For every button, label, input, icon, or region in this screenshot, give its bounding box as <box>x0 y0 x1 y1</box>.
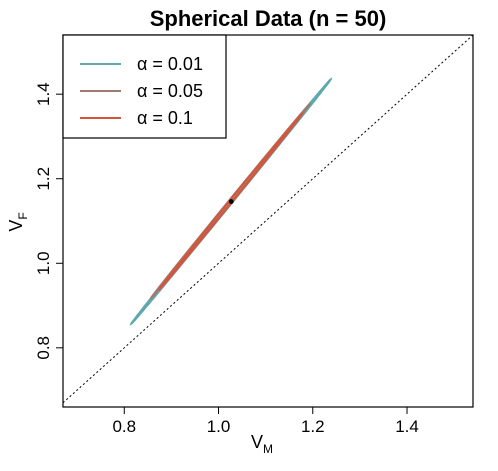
legend-label-2: α = 0.1 <box>137 108 193 128</box>
plot-frame <box>62 34 474 408</box>
legend-box <box>62 34 227 139</box>
y-tick-label-1: 1.0 <box>34 251 53 275</box>
legend-label-0: α = 0.01 <box>137 54 203 74</box>
y-tick-label-0: 0.8 <box>34 336 53 360</box>
y-tick-label-3: 1.4 <box>34 82 53 106</box>
y-tick-label-2: 1.2 <box>34 167 53 191</box>
y-axis-label-sub: F <box>16 212 30 219</box>
x-tick-label-0: 0.8 <box>112 417 136 436</box>
x-tick-label-1: 1.0 <box>207 417 231 436</box>
y-axis-label-main: V <box>6 220 26 232</box>
x-axis: 0.8 1.0 1.2 1.4 <box>112 407 419 436</box>
legend-label-1: α = 0.05 <box>137 81 203 101</box>
chart-title: Spherical Data (n = 50) <box>150 6 387 31</box>
x-tick-label-2: 1.2 <box>301 417 325 436</box>
x-tick-label-3: 1.4 <box>395 417 419 436</box>
y-axis: 0.8 1.0 1.2 1.4 <box>34 82 63 360</box>
ellipses-group <box>129 77 333 326</box>
reference-line <box>63 35 473 404</box>
x-axis-label-main: V <box>251 432 263 452</box>
legend: α = 0.01 α = 0.05 α = 0.1 <box>62 34 227 139</box>
ellipse-alpha-2 <box>158 112 304 292</box>
y-axis-label: VF <box>6 212 30 231</box>
x-axis-label: VM <box>251 432 273 456</box>
x-axis-label-sub: M <box>263 442 273 456</box>
plot-area <box>63 35 473 404</box>
center-point <box>228 199 234 204</box>
